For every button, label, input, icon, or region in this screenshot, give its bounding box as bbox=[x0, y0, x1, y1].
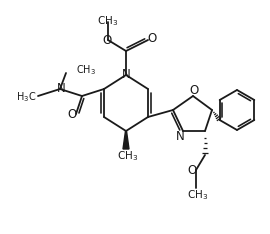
Polygon shape bbox=[123, 131, 129, 149]
Text: H$_3$C: H$_3$C bbox=[16, 90, 36, 104]
Text: N: N bbox=[57, 81, 65, 95]
Text: CH$_3$: CH$_3$ bbox=[117, 149, 139, 163]
Text: CH$_3$: CH$_3$ bbox=[187, 188, 209, 202]
Text: N: N bbox=[176, 131, 184, 143]
Text: O: O bbox=[147, 33, 157, 45]
Text: N: N bbox=[122, 69, 130, 81]
Text: O: O bbox=[68, 109, 77, 121]
Text: O: O bbox=[102, 34, 112, 48]
Text: O: O bbox=[189, 84, 199, 98]
Text: CH$_3$: CH$_3$ bbox=[97, 14, 119, 28]
Text: CH$_3$: CH$_3$ bbox=[76, 63, 96, 77]
Text: O: O bbox=[187, 164, 197, 176]
